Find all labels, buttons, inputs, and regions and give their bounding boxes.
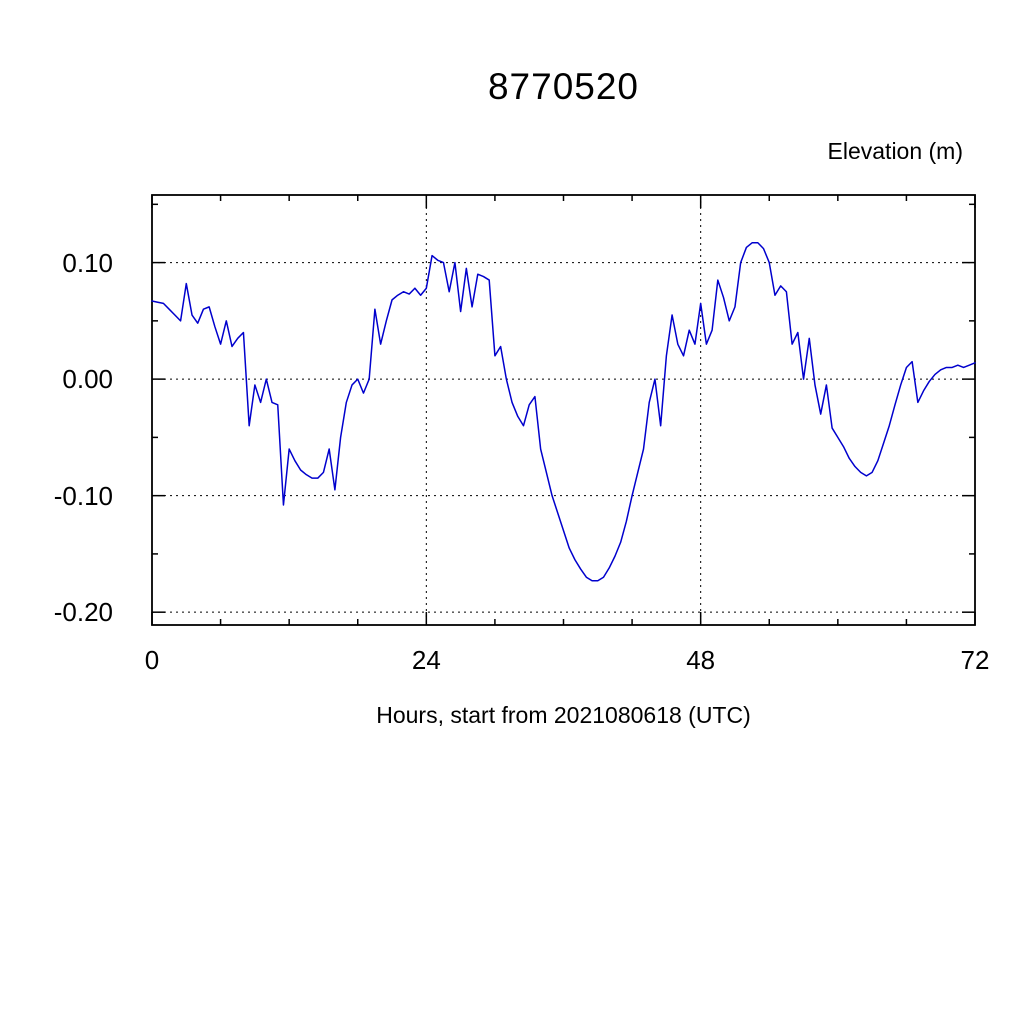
plot-frame [151,194,976,626]
y-tick-label: -0.10 [53,480,113,511]
y-tick-label: 0.10 [62,247,113,278]
y-tick-label: -0.20 [53,597,113,628]
elevation-series-line [151,242,976,582]
page-title: 8770520 [487,66,640,107]
x-tick-label: 72 [960,645,990,675]
y-tick-label: 0.00 [62,364,113,395]
x-tick-label: 0 [144,645,160,675]
x-axis-label: Hours, start from 2021080618 (UTC) [376,702,751,728]
y-axis-title: Elevation (m) [827,138,963,164]
x-tick-label: 48 [686,645,716,675]
x-tick-label: 24 [411,645,441,675]
